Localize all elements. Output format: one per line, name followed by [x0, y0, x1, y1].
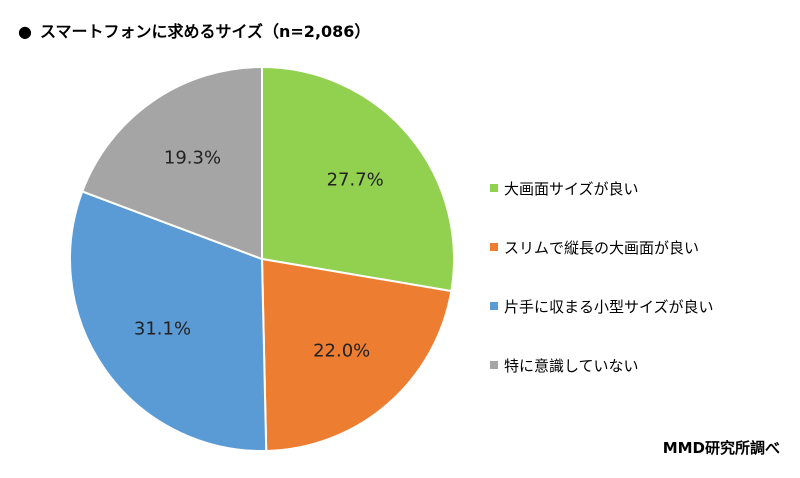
legend-item-no-preference: 特に意識していない: [490, 355, 714, 375]
slice-large-screen: [261, 65, 455, 293]
source-credit: MMD研究所調べ: [662, 439, 780, 457]
legend-label: 片手に収まる小型サイズが良い: [504, 297, 714, 316]
legend-swatch: [490, 184, 498, 192]
slice-slim-tall: [260, 257, 453, 452]
legend-swatch: [490, 361, 498, 369]
legend-label: スリムで縦長の大画面が良い: [504, 238, 700, 257]
legend-label: 大画面サイズが良い: [504, 179, 639, 198]
legend-item-slim-tall: スリムで縦長の大画面が良い: [490, 237, 714, 257]
data-label: 19.3%: [164, 148, 221, 169]
pie-data-labels: 27.7% 22.0% 31.1% 19.3%: [134, 148, 384, 362]
legend-item-large-screen: 大画面サイズが良い: [490, 178, 714, 198]
pie-slices: [68, 65, 455, 452]
legend-label: 特に意識していない: [504, 356, 639, 375]
data-label: 22.0%: [313, 340, 370, 361]
data-label: 27.7%: [327, 169, 384, 190]
chart-title: ● スマートフォンに求めるサイズ（n=2,086）: [18, 18, 370, 42]
chart-title-text: スマートフォンに求めるサイズ（n=2,086）: [39, 22, 371, 41]
legend-swatch: [490, 243, 498, 251]
slice-compact: [68, 190, 268, 452]
data-label: 31.1%: [134, 319, 191, 340]
title-bullet: ●: [18, 22, 32, 41]
legend-item-compact: 片手に収まる小型サイズが良い: [490, 296, 714, 316]
legend: 大画面サイズが良い スリムで縦長の大画面が良い 片手に収まる小型サイズが良い 特…: [490, 178, 714, 414]
slice-no-preference: [80, 65, 263, 261]
legend-swatch: [490, 302, 498, 310]
